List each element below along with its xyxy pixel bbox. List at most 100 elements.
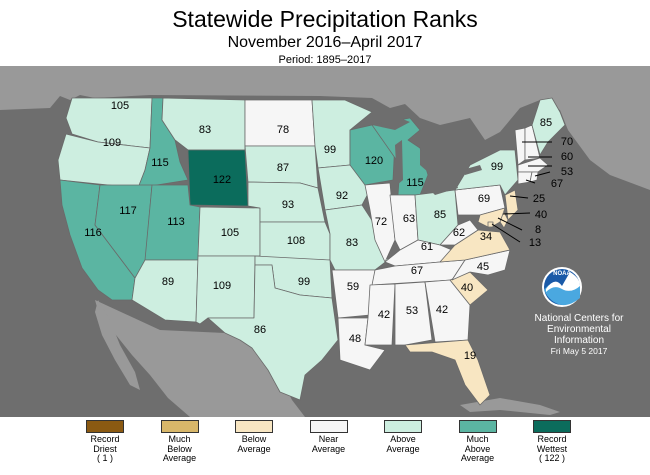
legend-label: Below Average bbox=[219, 434, 289, 454]
rank-label-nj: 25 bbox=[533, 193, 545, 205]
map-title: Statewide Precipitation Ranks bbox=[172, 6, 478, 32]
rank-label-pa: 69 bbox=[478, 193, 490, 205]
legend-label-line2: Average bbox=[237, 443, 271, 454]
rank-label-wv: 62 bbox=[453, 227, 465, 239]
state-massachusetts bbox=[517, 157, 549, 173]
rank-label-wy: 122 bbox=[213, 174, 231, 186]
rank-label-md: 8 bbox=[535, 224, 541, 236]
legend-label: Much Below Average bbox=[145, 434, 215, 464]
rank-label-tx: 86 bbox=[254, 324, 266, 336]
svg-text:NOAA: NOAA bbox=[553, 271, 571, 277]
state-maine bbox=[531, 97, 566, 156]
rank-label-ut: 113 bbox=[167, 216, 185, 228]
state-maryland bbox=[477, 207, 506, 229]
rank-label-ok: 99 bbox=[298, 276, 310, 288]
map-period: Period: 1895–2017 bbox=[278, 54, 372, 66]
baja-landmass bbox=[95, 300, 140, 390]
rank-label-wi: 120 bbox=[365, 155, 383, 167]
state-new-york bbox=[454, 149, 519, 196]
legend-label: Much Above Average bbox=[443, 434, 513, 464]
credit-block: National Centers for Environmental Infor… bbox=[520, 313, 638, 357]
state-new-jersey bbox=[504, 189, 519, 221]
legend-label-line2: Driest bbox=[93, 443, 117, 454]
legend-item-above: Above Average bbox=[368, 420, 438, 454]
rank-label-az: 89 bbox=[162, 276, 174, 288]
rank-label-va: 34 bbox=[480, 231, 492, 243]
state-west-virginia bbox=[439, 219, 479, 246]
rank-label-co: 105 bbox=[221, 227, 239, 239]
map-legend: Record Driest( 1 ) Much Below Average Below Av… bbox=[0, 420, 650, 475]
legend-label-line1: Above bbox=[390, 434, 416, 444]
rank-label-tn: 67 bbox=[411, 265, 423, 277]
legend-label-line1: Record bbox=[537, 434, 567, 444]
legend-label-line3: ( 1 ) bbox=[96, 453, 113, 463]
rank-label-sd: 87 bbox=[277, 162, 289, 174]
legend-label-line2: Average bbox=[311, 443, 346, 454]
state-alabama bbox=[394, 281, 433, 346]
rank-label-ma: 60 bbox=[561, 151, 573, 163]
legend-item-record-driest: Record Driest( 1 ) bbox=[70, 420, 140, 464]
legend-label-line1: Much bbox=[168, 434, 191, 444]
legend-swatch bbox=[309, 420, 348, 433]
state-georgia bbox=[424, 279, 471, 343]
legend-label: Above Average bbox=[368, 434, 438, 454]
rank-label-wa: 105 bbox=[111, 100, 129, 112]
rank-label-oh: 85 bbox=[434, 209, 446, 221]
legend-item-much-below: Much Below Average bbox=[145, 420, 215, 464]
rank-label-nv: 117 bbox=[119, 205, 137, 217]
caribbean-landmass bbox=[460, 398, 560, 415]
state-mississippi bbox=[364, 283, 396, 346]
state-florida bbox=[404, 339, 491, 406]
legend-swatch bbox=[458, 420, 497, 433]
legend-label-line2: Below bbox=[167, 443, 192, 454]
credit-line-3: Information bbox=[553, 335, 605, 346]
rank-label-ri: 53 bbox=[561, 166, 573, 178]
rank-label-mi: 115 bbox=[406, 177, 424, 189]
rank-label-fl: 19 bbox=[464, 350, 476, 362]
legend-label-line3: Average bbox=[162, 453, 197, 463]
rank-label-mo: 83 bbox=[346, 237, 358, 249]
rank-label-mn: 99 bbox=[324, 144, 336, 156]
rank-label-ny: 99 bbox=[491, 161, 503, 173]
legend-label: Near Average bbox=[294, 434, 364, 454]
great-lakes bbox=[372, 118, 482, 195]
legend-swatch bbox=[86, 420, 124, 433]
legend-swatch bbox=[384, 420, 422, 433]
legend-item-record-wettest: Record Wettest( 122 ) bbox=[517, 420, 587, 464]
legend-label-line3: Average bbox=[460, 453, 495, 463]
rank-label-me: 85 bbox=[540, 117, 552, 129]
legend-label-line2: Above bbox=[464, 443, 491, 454]
legend-swatch bbox=[235, 420, 273, 433]
rank-label-id: 115 bbox=[151, 157, 169, 169]
legend-swatch bbox=[533, 420, 571, 433]
legend-label-line1: Record bbox=[90, 434, 120, 444]
legend-label-line3: ( 122 ) bbox=[538, 453, 565, 463]
legend-swatch bbox=[160, 420, 199, 433]
rank-label-nc: 45 bbox=[477, 261, 489, 273]
state-texas bbox=[207, 264, 339, 401]
noaa-logo-icon: NOAA bbox=[542, 267, 582, 307]
rank-label-in: 63 bbox=[403, 213, 415, 225]
credit-date: Fri May 5 2017 bbox=[550, 346, 608, 356]
legend-label-line1: Much bbox=[466, 434, 489, 444]
legend-item-below: Below Average bbox=[219, 420, 289, 454]
rank-label-nh: 70 bbox=[561, 136, 573, 148]
rank-label-al: 53 bbox=[406, 305, 418, 317]
rank-label-ks: 108 bbox=[287, 235, 305, 247]
legend-label: Record Wettest( 122 ) bbox=[517, 434, 587, 464]
state-dc bbox=[487, 221, 494, 228]
rank-label-il: 72 bbox=[375, 216, 387, 228]
rank-label-nm: 109 bbox=[213, 280, 231, 292]
credit-line-2: Environmental bbox=[547, 324, 611, 335]
legend-item-much-above: Much Above Average bbox=[443, 420, 513, 464]
rank-label-ms: 42 bbox=[378, 309, 390, 321]
rank-label-ga: 42 bbox=[436, 304, 448, 316]
rank-label-sc: 40 bbox=[461, 282, 473, 294]
rank-label-ar: 59 bbox=[347, 281, 359, 293]
rank-label-mt: 83 bbox=[199, 124, 211, 136]
rank-label-nd: 78 bbox=[277, 124, 289, 136]
rank-label-dc: 13 bbox=[529, 237, 541, 249]
canada-landmass bbox=[0, 66, 650, 190]
rank-label-ky: 61 bbox=[421, 241, 433, 253]
